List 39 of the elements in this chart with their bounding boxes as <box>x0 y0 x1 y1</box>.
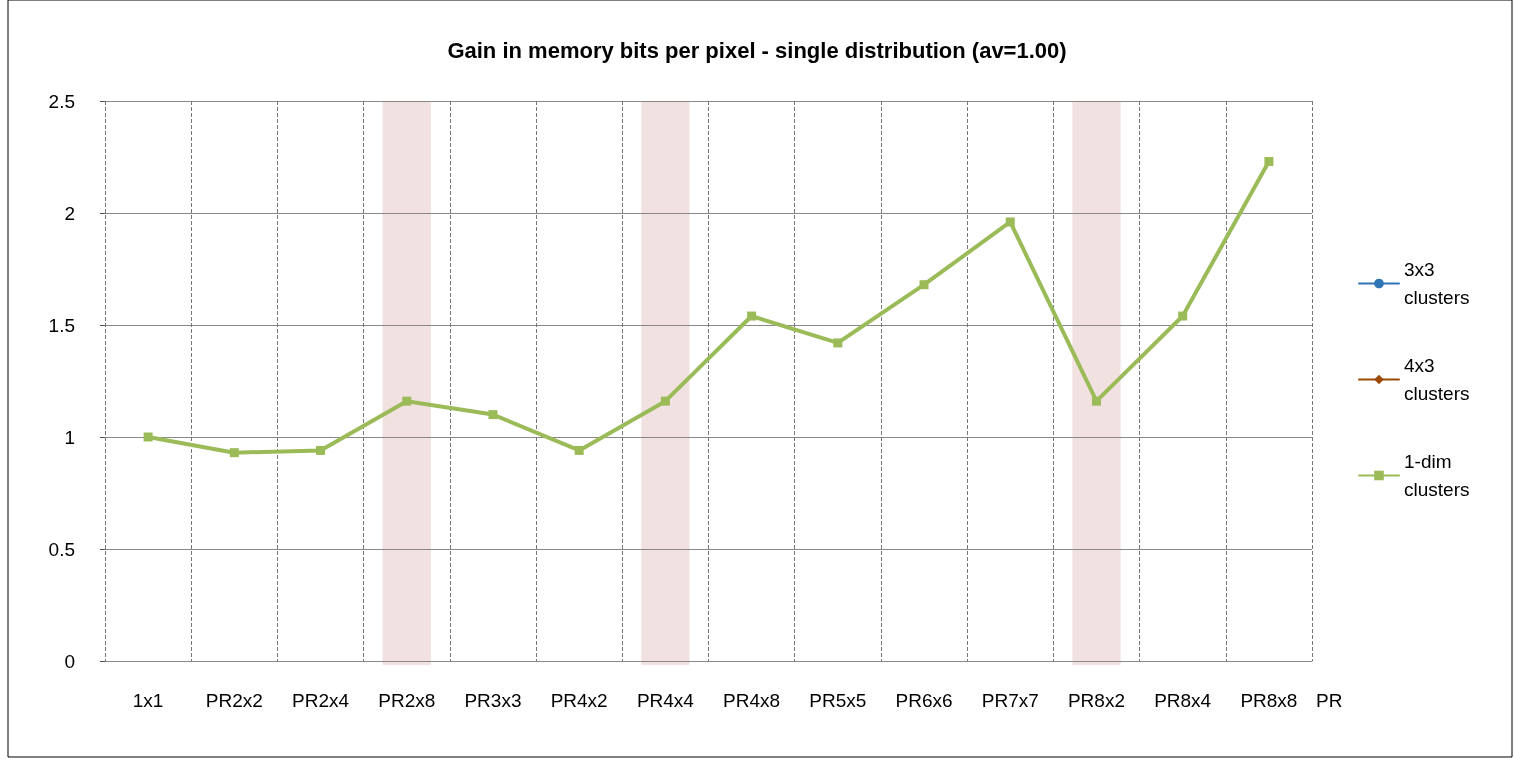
x-tick-label: PR2x4 <box>292 690 350 711</box>
point <box>488 410 498 420</box>
chart-title: Gain in memory bits per pixel - single distribution (av=1.00) <box>447 37 1067 63</box>
point <box>747 311 757 321</box>
point <box>1264 156 1274 166</box>
x-tick-label: PR2x8 <box>378 690 436 711</box>
x-tick-label: PR8x8 <box>1240 690 1298 711</box>
x-tick-label: PR7x7 <box>981 690 1039 711</box>
x-tick-label: PR8x2 <box>1067 690 1125 711</box>
legend-label: 3x3 clusters <box>1404 259 1470 308</box>
point <box>1091 396 1101 406</box>
point <box>574 445 584 455</box>
x-tick-label: PR4x2 <box>550 690 608 711</box>
point <box>919 280 929 290</box>
x-tick-label: PR3x3 <box>464 690 522 711</box>
x-tick-label: PR2x2 <box>205 690 263 711</box>
point <box>1005 217 1015 227</box>
x-tick-label: PR6x6 <box>895 690 953 711</box>
y-tick-label: 1.5 <box>48 314 75 336</box>
legend-label: 4x3 clusters <box>1404 355 1470 404</box>
point <box>1178 311 1188 321</box>
point <box>402 396 412 406</box>
y-tick-label: 2.5 <box>48 90 75 112</box>
point <box>660 396 670 406</box>
x-tick-label: PR8x4 <box>1154 690 1212 711</box>
x-tick-label: PR4x8 <box>723 690 781 711</box>
legend-label: 1-dim clusters <box>1404 451 1470 500</box>
point <box>229 448 239 458</box>
point <box>833 338 843 348</box>
x-tick-label: PR5x5 <box>809 690 867 711</box>
y-tick-label: 0 <box>64 650 75 672</box>
point <box>316 445 326 455</box>
x-tick-label: PR4x4 <box>636 690 695 711</box>
y-tick-label: 0.5 <box>48 538 75 560</box>
point <box>143 432 153 442</box>
text: PR <box>1316 690 1343 711</box>
y-tick-label: 1 <box>64 426 75 448</box>
x-tick-label: 1x1 <box>132 690 164 711</box>
y-tick-label: 2 <box>64 202 75 224</box>
